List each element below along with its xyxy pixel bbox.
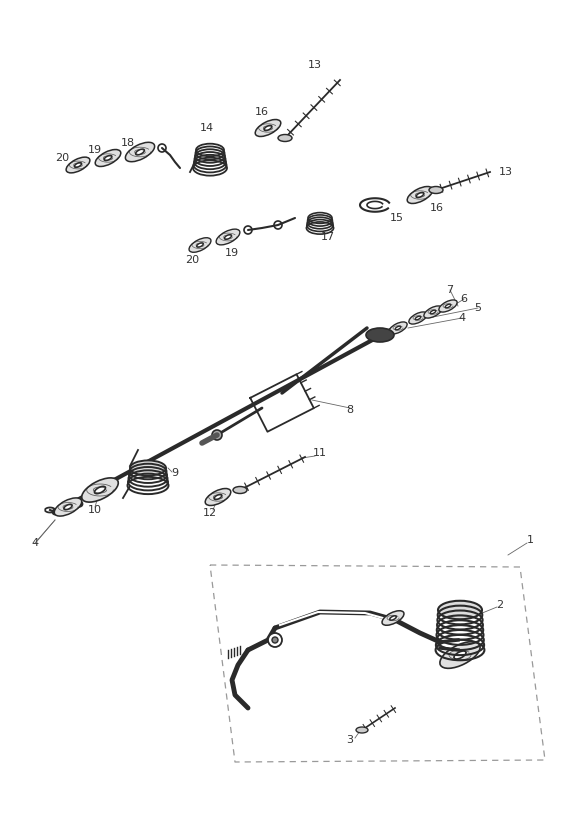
Ellipse shape [64, 504, 72, 510]
Text: 18: 18 [121, 138, 135, 148]
Circle shape [272, 637, 278, 643]
Ellipse shape [409, 312, 427, 324]
Ellipse shape [54, 498, 82, 516]
Ellipse shape [75, 162, 82, 167]
Ellipse shape [233, 486, 247, 494]
Text: 2: 2 [497, 600, 504, 610]
Text: 14: 14 [200, 123, 214, 133]
Ellipse shape [424, 306, 442, 318]
Ellipse shape [214, 494, 222, 499]
Ellipse shape [440, 642, 480, 668]
Text: 5: 5 [475, 303, 482, 313]
Ellipse shape [389, 616, 396, 620]
Text: 6: 6 [461, 294, 468, 304]
Text: 1: 1 [526, 535, 533, 545]
Text: 16: 16 [255, 107, 269, 117]
Ellipse shape [430, 310, 436, 314]
Ellipse shape [125, 143, 154, 162]
Ellipse shape [366, 328, 394, 342]
Ellipse shape [255, 119, 281, 137]
Ellipse shape [395, 326, 401, 330]
Ellipse shape [438, 601, 482, 620]
Text: 7: 7 [447, 285, 454, 295]
Ellipse shape [356, 727, 368, 733]
Ellipse shape [216, 229, 240, 245]
Text: 4: 4 [31, 538, 38, 548]
Ellipse shape [94, 486, 106, 494]
Text: 9: 9 [171, 468, 178, 478]
Text: 4: 4 [458, 313, 466, 323]
Ellipse shape [196, 243, 203, 247]
Text: 20: 20 [55, 153, 69, 163]
Ellipse shape [95, 149, 121, 166]
Ellipse shape [264, 125, 272, 130]
Text: 15: 15 [390, 213, 404, 223]
Text: 3: 3 [346, 735, 353, 745]
Ellipse shape [104, 156, 112, 161]
Text: 10: 10 [88, 505, 102, 515]
Ellipse shape [429, 186, 443, 194]
Text: 8: 8 [346, 405, 353, 415]
Ellipse shape [66, 157, 90, 173]
Ellipse shape [439, 300, 457, 312]
Text: 12: 12 [203, 508, 217, 518]
Ellipse shape [136, 149, 145, 155]
Text: 17: 17 [321, 232, 335, 242]
Text: 19: 19 [225, 248, 239, 258]
Circle shape [212, 430, 222, 440]
Ellipse shape [416, 193, 424, 198]
Ellipse shape [130, 461, 166, 475]
Text: 13: 13 [308, 60, 322, 70]
Ellipse shape [445, 304, 451, 308]
Ellipse shape [205, 489, 231, 505]
Circle shape [268, 633, 282, 647]
Text: 13: 13 [499, 167, 513, 177]
Text: 16: 16 [430, 203, 444, 213]
Ellipse shape [407, 186, 433, 204]
Text: 11: 11 [313, 448, 327, 458]
Ellipse shape [278, 134, 292, 142]
Text: 19: 19 [88, 145, 102, 155]
Ellipse shape [189, 238, 211, 252]
Ellipse shape [389, 322, 407, 334]
Ellipse shape [82, 478, 118, 502]
Ellipse shape [415, 316, 421, 320]
Ellipse shape [224, 235, 231, 239]
Ellipse shape [382, 611, 404, 625]
Text: 20: 20 [185, 255, 199, 265]
Ellipse shape [454, 651, 466, 659]
